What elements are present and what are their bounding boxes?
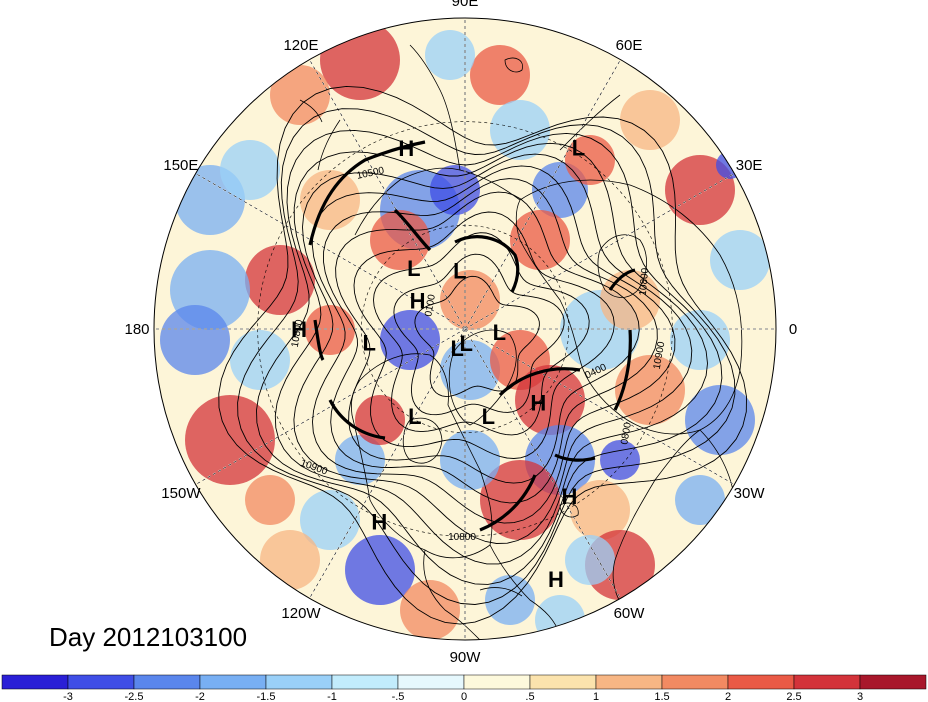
colorbar-tick-label: -.5: [392, 691, 405, 702]
colorbar-swatch: [265, 674, 333, 690]
low-pressure-label: L: [459, 331, 472, 356]
colorbar-tick-label: 3: [857, 691, 863, 702]
high-pressure-label: H: [530, 390, 546, 415]
colorbar-tick-label: -2: [195, 691, 205, 702]
longitude-label: 150W: [161, 485, 201, 502]
colorbar-tick-label: .5: [525, 691, 534, 702]
colorbar-tick-label: 2.5: [786, 691, 801, 702]
colorbar-swatch: [199, 674, 267, 690]
longitude-label: 180: [124, 321, 149, 338]
colorbar-tick-label: 2: [725, 691, 731, 702]
high-pressure-label: H: [561, 484, 577, 509]
low-pressure-label: L: [450, 336, 463, 361]
longitude-label: 120W: [281, 605, 321, 622]
colorbar-tick-label: 1: [593, 691, 599, 702]
colorbar-tick-label: -3: [63, 691, 73, 702]
height-contours: [218, 85, 747, 625]
low-pressure-label: L: [362, 331, 375, 356]
low-pressure-label: L: [453, 259, 466, 284]
colorbar-swatch: [727, 674, 795, 690]
high-pressure-label: H: [548, 567, 564, 592]
longitude-label: 90W: [450, 649, 482, 666]
contour-label: 0800: [619, 421, 634, 445]
longitude-label: 60E: [616, 37, 643, 54]
high-pressure-label: H: [410, 289, 426, 314]
longitude-label: 150E: [163, 157, 198, 174]
colorbar-tick-label: 0: [461, 691, 467, 702]
colorbar-swatch: [793, 674, 861, 690]
high-pressure-label: H: [291, 317, 307, 342]
colorbar-swatch: [331, 674, 399, 690]
contour-label: 10800: [448, 532, 476, 543]
colorbar-tick-label: -2.5: [125, 691, 144, 702]
high-pressure-label: H: [371, 510, 387, 535]
high-pressure-label: H: [398, 136, 414, 161]
contour-label: 0100: [423, 293, 438, 317]
graticule: [154, 18, 776, 640]
low-pressure-label: L: [408, 404, 421, 429]
contour-label: 10800: [638, 267, 651, 296]
colorbar-swatch: [1, 674, 69, 690]
colorbar-tick-label: -1.5: [257, 691, 276, 702]
contour-label: 10800: [290, 318, 306, 348]
low-pressure-label: L: [493, 320, 506, 345]
low-pressure-label: L: [572, 135, 585, 160]
low-pressure-label: L: [407, 256, 420, 281]
longitude-label: 60W: [614, 605, 646, 622]
longitude-label: 0: [789, 321, 797, 338]
colorbar-tick-label: 1.5: [654, 691, 669, 702]
colorbar-swatch: [529, 674, 597, 690]
colorbar: -3 -2.5 -2 -1.5 -1 -.5 0 .5 1 1.5 2 2.5 3: [1, 674, 927, 702]
contour-label: 10900: [652, 340, 668, 370]
colorbar-swatch: [67, 674, 135, 690]
day-label: Day 2012103100: [49, 622, 247, 652]
longitude-label: 30W: [734, 485, 766, 502]
colorbar-swatch: [397, 674, 465, 690]
longitude-label: 90E: [452, 0, 479, 10]
colorbar-swatch: [463, 674, 531, 690]
colorbar-tick-label: -1: [327, 691, 337, 702]
colorbar-swatch: [859, 674, 927, 690]
map-border: [153, 17, 777, 641]
low-pressure-label: L: [482, 404, 495, 429]
longitude-labels: 90E 60E 30E 0 30W 60W 90W 120W 150W 180 150E 120E: [124, 0, 797, 666]
colorbar-swatch: [661, 674, 729, 690]
longitude-label: 30E: [736, 157, 763, 174]
longitude-label: 120E: [283, 37, 318, 54]
colorbar-swatch: [133, 674, 201, 690]
colorbar-swatch: [595, 674, 663, 690]
